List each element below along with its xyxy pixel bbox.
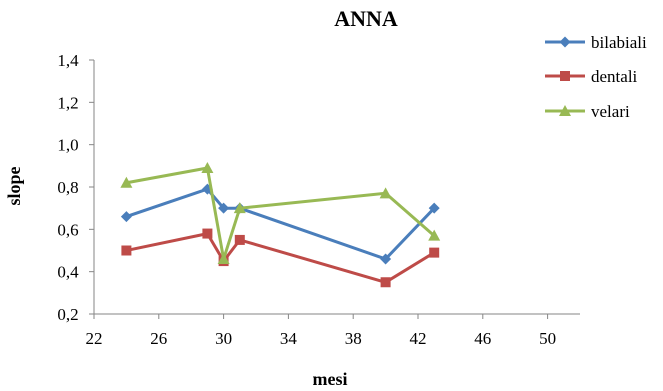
legend-marker: [560, 71, 570, 81]
data-point-bilabiali: [428, 202, 440, 214]
series-dentali: [121, 228, 440, 288]
x-tick-label: 26: [150, 329, 167, 348]
chart-title: ANNA: [334, 6, 398, 31]
data-point-bilabiali: [380, 253, 392, 265]
data-point-dentali: [234, 234, 245, 245]
series-group: [120, 161, 441, 288]
series-line-bilabiali: [125, 187, 436, 261]
data-point-bilabiali: [218, 202, 230, 214]
x-tick-label: 22: [86, 329, 103, 348]
data-point-bilabiali: [120, 211, 132, 223]
data-point-velari: [201, 161, 214, 173]
y-tick-label: 1,0: [57, 136, 78, 155]
x-tick-labels: 22 26 30 34 38 42 46 50: [86, 314, 556, 348]
x-tick-label: 50: [539, 329, 556, 348]
y-tick-label: 1,4: [57, 51, 79, 70]
data-point-dentali: [380, 277, 391, 288]
data-point-velari: [428, 229, 441, 241]
data-point-velari: [379, 187, 392, 199]
data-point-velari: [120, 176, 133, 188]
x-tick-label: 38: [345, 329, 362, 348]
y-tick-label: 0,2: [57, 305, 78, 324]
legend-label: velari: [591, 102, 630, 121]
series-velari: [120, 161, 441, 264]
x-tick-label: 30: [215, 329, 232, 348]
legend-label: bilabiali: [591, 33, 647, 52]
legend-marker: [559, 36, 571, 48]
y-tick-label: 0,8: [57, 178, 78, 197]
x-axis-label: mesi: [313, 369, 348, 389]
legend-item-dentali: dentali: [545, 67, 638, 86]
y-axis-label: slope: [4, 166, 24, 205]
legend-item-velari: velari: [545, 102, 630, 121]
y-tick-label: 0,6: [57, 220, 78, 239]
y-tick-label: 1,2: [57, 93, 78, 112]
x-tick-label: 34: [280, 329, 298, 348]
axes: [93, 60, 580, 315]
series-line-velari: [126, 166, 436, 261]
data-point-velari: [233, 202, 246, 214]
x-tick-label: 46: [474, 329, 491, 348]
y-tick-labels: 0,2 0,4 0,6 0,8 1,0 1,2 1,4: [57, 51, 94, 324]
data-point-dentali: [121, 245, 132, 256]
legend: bilabiali dentali velari: [545, 33, 647, 121]
series-line-dentali: [126, 232, 435, 284]
legend-marker: [559, 105, 571, 116]
data-point-velari: [217, 252, 230, 264]
legend-item-bilabiali: bilabiali: [545, 33, 647, 52]
y-tick-label: 0,4: [57, 263, 79, 282]
legend-label: dentali: [591, 67, 638, 86]
x-tick-label: 42: [410, 329, 427, 348]
data-point-dentali: [429, 247, 440, 258]
data-point-dentali: [202, 228, 213, 239]
